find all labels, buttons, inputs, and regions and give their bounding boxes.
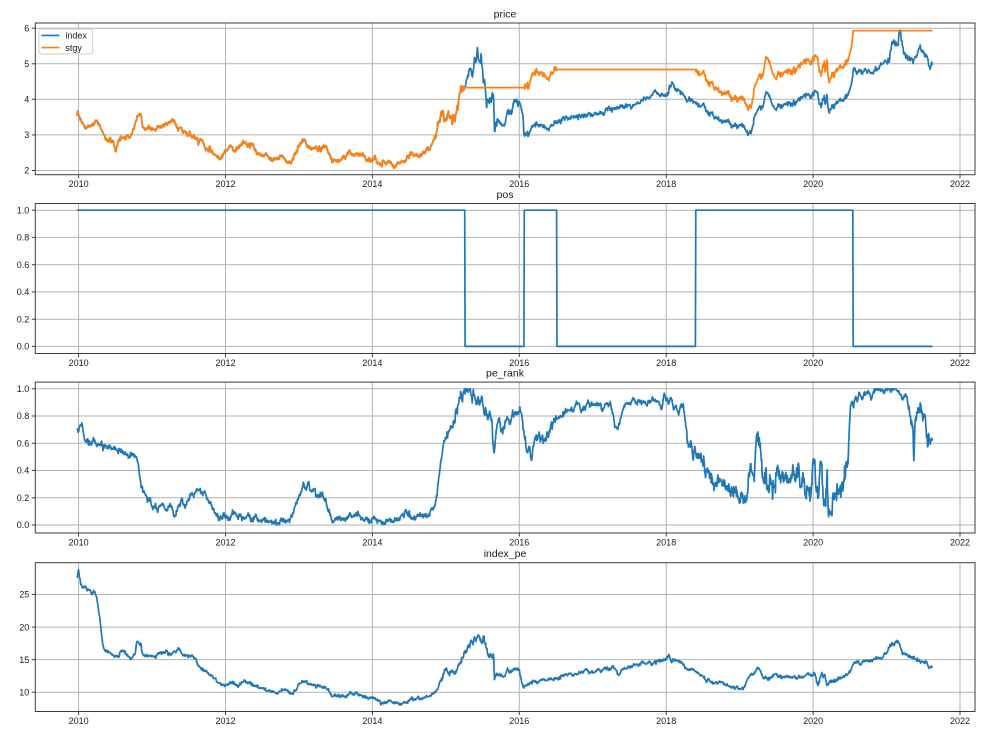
svg-text:1.0: 1.0 <box>17 205 30 215</box>
svg-text:2010: 2010 <box>69 716 89 726</box>
svg-text:2018: 2018 <box>656 179 676 189</box>
svg-text:0.2: 0.2 <box>17 314 30 324</box>
svg-text:2: 2 <box>24 166 29 176</box>
svg-text:0.4: 0.4 <box>17 466 30 476</box>
svg-text:2020: 2020 <box>803 179 823 189</box>
svg-text:0.4: 0.4 <box>17 287 30 297</box>
svg-text:2016: 2016 <box>509 179 529 189</box>
svg-text:2018: 2018 <box>656 538 676 548</box>
svg-text:index_pe: index_pe <box>484 548 527 560</box>
svg-text:2014: 2014 <box>362 179 382 189</box>
svg-text:20: 20 <box>19 622 29 632</box>
svg-text:2018: 2018 <box>656 716 676 726</box>
svg-text:pos: pos <box>497 189 514 201</box>
svg-text:0.6: 0.6 <box>17 260 30 270</box>
svg-text:6: 6 <box>24 23 29 33</box>
svg-text:2018: 2018 <box>656 358 676 368</box>
svg-text:2012: 2012 <box>215 538 235 548</box>
svg-text:2012: 2012 <box>215 358 235 368</box>
svg-text:15: 15 <box>19 655 29 665</box>
svg-text:2020: 2020 <box>803 538 823 548</box>
svg-text:2022: 2022 <box>950 179 970 189</box>
svg-text:2020: 2020 <box>803 716 823 726</box>
svg-text:0.0: 0.0 <box>17 342 30 352</box>
svg-text:2016: 2016 <box>509 358 529 368</box>
svg-text:2014: 2014 <box>362 716 382 726</box>
svg-text:0.8: 0.8 <box>17 233 30 243</box>
svg-text:2016: 2016 <box>509 538 529 548</box>
svg-text:2014: 2014 <box>362 358 382 368</box>
svg-text:2012: 2012 <box>215 179 235 189</box>
svg-text:2022: 2022 <box>950 716 970 726</box>
svg-text:price: price <box>494 9 517 21</box>
svg-text:2010: 2010 <box>69 358 89 368</box>
svg-text:2022: 2022 <box>950 358 970 368</box>
svg-text:5: 5 <box>24 59 29 69</box>
svg-text:2010: 2010 <box>69 538 89 548</box>
svg-text:2010: 2010 <box>69 179 89 189</box>
svg-text:1.0: 1.0 <box>17 384 30 394</box>
svg-text:2020: 2020 <box>803 358 823 368</box>
svg-text:4: 4 <box>24 95 29 105</box>
svg-text:2016: 2016 <box>509 716 529 726</box>
svg-text:pe_rank: pe_rank <box>486 368 525 380</box>
svg-text:25: 25 <box>19 590 29 600</box>
svg-text:0.0: 0.0 <box>17 520 30 530</box>
svg-text:10: 10 <box>19 687 29 697</box>
svg-text:0.2: 0.2 <box>17 493 30 503</box>
svg-text:3: 3 <box>24 130 29 140</box>
svg-text:index: index <box>65 31 87 41</box>
svg-text:0.8: 0.8 <box>17 411 30 421</box>
svg-text:2014: 2014 <box>362 538 382 548</box>
svg-text:2012: 2012 <box>215 716 235 726</box>
svg-text:2022: 2022 <box>950 538 970 548</box>
svg-text:0.6: 0.6 <box>17 439 30 449</box>
svg-text:stgy: stgy <box>65 43 82 53</box>
